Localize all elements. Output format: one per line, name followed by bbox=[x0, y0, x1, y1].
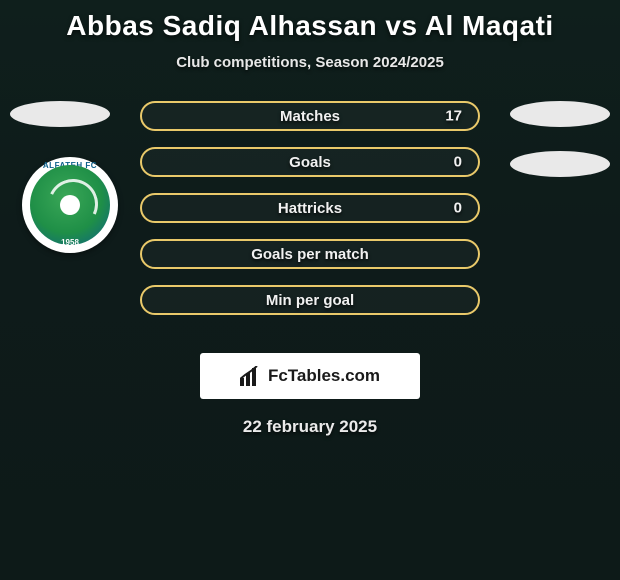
bar-chart-icon bbox=[240, 366, 262, 386]
stat-label: Hattricks bbox=[278, 200, 342, 217]
stats-list: Matches 17 Goals 0 Hattricks 0 Goals per… bbox=[140, 101, 480, 331]
stat-row-matches: Matches 17 bbox=[140, 101, 480, 131]
stat-value: 0 bbox=[454, 200, 462, 217]
stat-label: Goals bbox=[289, 154, 331, 171]
player-photo-placeholder-left bbox=[10, 101, 110, 127]
stat-row-goals: Goals 0 bbox=[140, 147, 480, 177]
player-photo-placeholder-right-2 bbox=[510, 151, 610, 177]
club-badge-icon bbox=[30, 165, 110, 245]
stat-label: Min per goal bbox=[266, 292, 354, 309]
branding-box: FcTables.com bbox=[200, 353, 420, 399]
stat-row-goals-per-match: Goals per match bbox=[140, 239, 480, 269]
player-photo-placeholder-right-1 bbox=[510, 101, 610, 127]
stat-label: Goals per match bbox=[251, 246, 369, 263]
stat-value: 0 bbox=[454, 154, 462, 171]
subtitle: Club competitions, Season 2024/2025 bbox=[0, 54, 620, 71]
stat-row-min-per-goal: Min per goal bbox=[140, 285, 480, 315]
stat-label: Matches bbox=[280, 108, 340, 125]
date: 22 february 2025 bbox=[0, 417, 620, 437]
club-badge-year: 1958 bbox=[22, 238, 118, 247]
stat-row-hattricks: Hattricks 0 bbox=[140, 193, 480, 223]
page-title: Abbas Sadiq Alhassan vs Al Maqati bbox=[0, 0, 620, 42]
club-badge: ALFATEH FC 1958 bbox=[22, 157, 118, 253]
branding-text: FcTables.com bbox=[268, 366, 380, 386]
stat-value: 17 bbox=[445, 108, 462, 125]
stats-area: ALFATEH FC 1958 Matches 17 Goals 0 Hattr… bbox=[0, 101, 620, 341]
